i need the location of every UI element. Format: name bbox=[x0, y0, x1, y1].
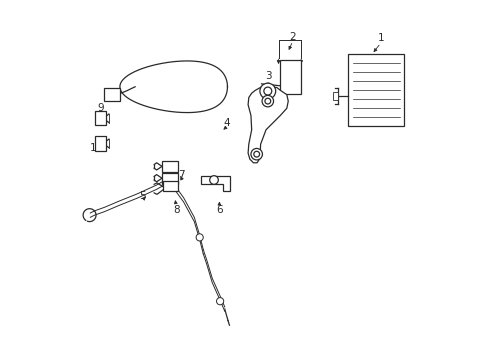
Bar bbox=[94, 111, 106, 126]
Circle shape bbox=[196, 234, 203, 241]
Text: 4: 4 bbox=[223, 118, 229, 128]
Bar bbox=[348, 54, 403, 126]
Text: 9: 9 bbox=[98, 103, 104, 113]
Circle shape bbox=[216, 298, 223, 305]
Bar bbox=[94, 136, 106, 150]
Polygon shape bbox=[247, 87, 287, 163]
Bar bbox=[332, 92, 337, 100]
Circle shape bbox=[250, 148, 262, 160]
Text: 10: 10 bbox=[90, 143, 103, 153]
Circle shape bbox=[260, 83, 275, 99]
Polygon shape bbox=[201, 176, 230, 192]
Bar bbox=[279, 60, 301, 94]
Bar bbox=[162, 173, 178, 184]
Bar bbox=[163, 181, 178, 192]
Text: 3: 3 bbox=[265, 71, 272, 81]
Circle shape bbox=[262, 95, 273, 107]
Text: 7: 7 bbox=[178, 170, 184, 180]
Text: 6: 6 bbox=[216, 206, 222, 216]
Bar bbox=[104, 88, 120, 101]
Circle shape bbox=[253, 151, 259, 157]
Text: 5: 5 bbox=[139, 191, 145, 201]
Circle shape bbox=[264, 98, 270, 104]
Text: 8: 8 bbox=[173, 206, 179, 216]
Bar bbox=[162, 161, 178, 172]
Circle shape bbox=[209, 176, 218, 184]
Circle shape bbox=[264, 87, 271, 95]
Text: 1: 1 bbox=[377, 33, 383, 43]
Text: 2: 2 bbox=[289, 32, 296, 41]
